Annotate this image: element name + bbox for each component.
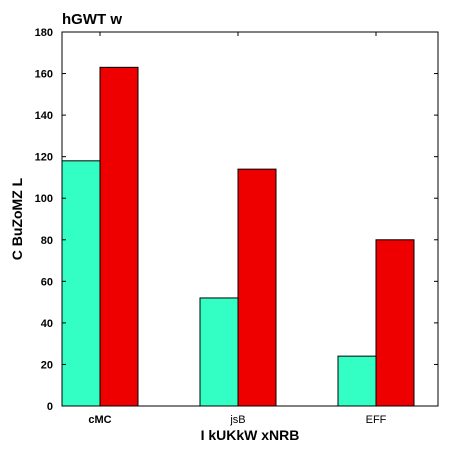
y-tick-label: 80 (41, 235, 53, 247)
bar-EFF-series-1 (337, 355, 377, 407)
y-tick-label: 100 (35, 193, 53, 205)
y-tick-label: 20 (41, 359, 53, 371)
y-tick-label: 160 (35, 69, 53, 81)
plot-frame (61, 31, 439, 407)
bar-jsB-series-2 (237, 168, 277, 407)
x-axis: cMC jsB EFF (88, 32, 387, 426)
bars-layer (61, 66, 415, 407)
x-tick-label: EFF (366, 414, 387, 426)
y-tick-label: 0 (47, 401, 53, 413)
chart-title: hGWT w (62, 11, 122, 28)
bar-EFF-series-2 (375, 239, 415, 407)
y-axis-label: C BuZoMZ L (9, 177, 25, 260)
y-tick-label: 60 (41, 276, 53, 288)
y-tick-label: 140 (35, 110, 53, 122)
bar-cMC-series-2 (99, 66, 139, 407)
bar-jsB-series-1 (199, 297, 239, 407)
x-axis-label: I kUKkW xNRB (201, 427, 300, 443)
y-tick-label: 180 (35, 27, 53, 39)
y-axis: 0 20 40 60 80 100 120 140 160 180 (35, 27, 438, 413)
y-tick-label: 40 (41, 318, 53, 330)
y-tick-label: 120 (35, 152, 53, 164)
x-tick-label: jsB (229, 414, 245, 426)
bar-cMC-series-1 (61, 160, 101, 407)
x-tick-label: cMC (88, 414, 111, 426)
